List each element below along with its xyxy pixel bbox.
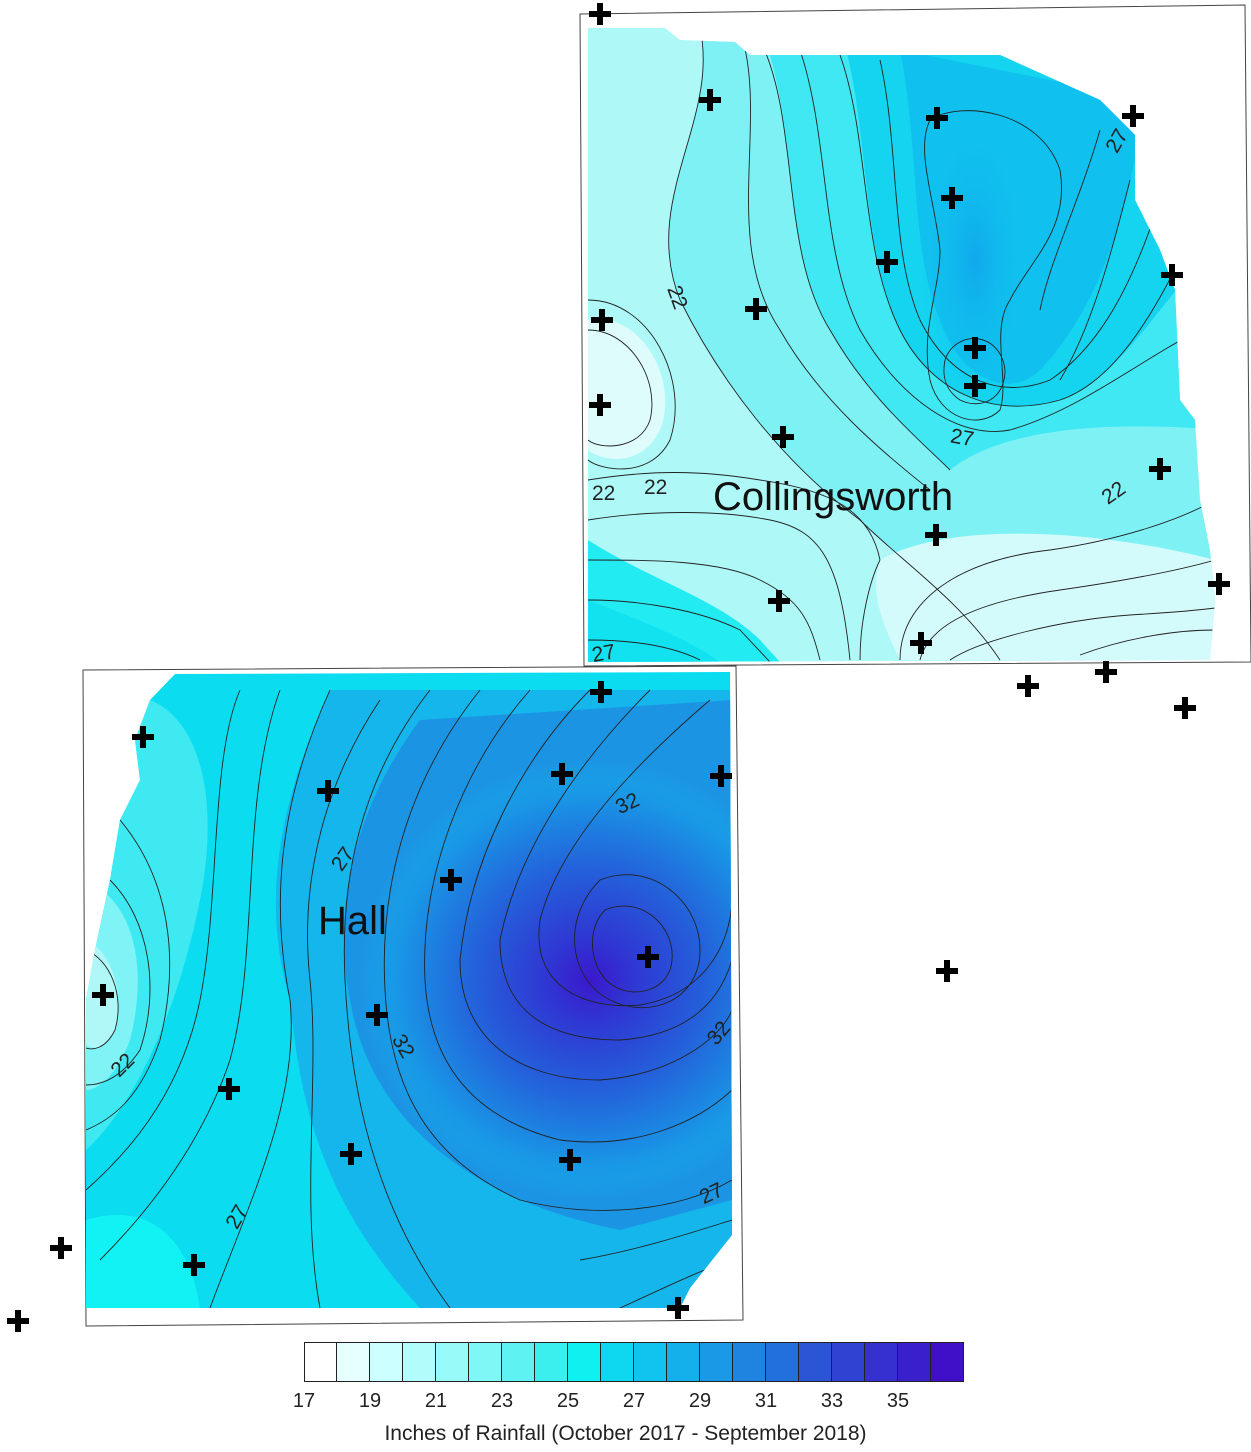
hall-contour-lines [86, 689, 732, 1308]
legend-swatch [403, 1342, 436, 1382]
legend-tick-label: 17 [292, 1390, 316, 1412]
legend-tick-label: 21 [424, 1390, 448, 1412]
plus-icon [745, 298, 767, 320]
legend-swatch [766, 1342, 799, 1382]
plus-icon [926, 107, 948, 129]
plus-icon [1017, 675, 1039, 697]
plus-icon [340, 1143, 362, 1165]
plus-icon [964, 375, 986, 397]
plus-icon [50, 1237, 72, 1259]
plus-icon [589, 3, 611, 25]
plus-icon [936, 960, 958, 982]
legend-swatch [799, 1342, 832, 1382]
plus-icon [637, 946, 659, 968]
station-markers [7, 3, 1230, 1332]
plus-icon [710, 765, 732, 787]
plus-icon [589, 394, 611, 416]
plus-icon [1161, 264, 1183, 286]
contour-label: 22 [644, 476, 667, 499]
plus-icon [551, 763, 573, 785]
plus-icon [317, 780, 339, 802]
plus-icon [183, 1254, 205, 1276]
legend-swatch [535, 1342, 568, 1382]
contour-label: 27 [949, 424, 976, 451]
legend-swatch [436, 1342, 469, 1382]
legend-swatch [469, 1342, 502, 1382]
legend-swatch [733, 1342, 766, 1382]
plus-icon [7, 1310, 29, 1332]
county-label-hall: Hall [318, 899, 387, 943]
legend-swatch [667, 1342, 700, 1382]
rainfall-contour-map: 22 22 22 22 27 27 27 22 27 32 32 32 27 2… [7, 3, 1251, 1332]
legend-swatch [832, 1342, 865, 1382]
plus-icon [1095, 661, 1117, 683]
plus-icon [876, 251, 898, 273]
legend-tick-label: 25 [556, 1390, 580, 1412]
plus-icon [92, 984, 114, 1006]
plus-icon [591, 309, 613, 331]
plus-icon [925, 524, 947, 546]
legend-tick-label: 19 [358, 1390, 382, 1412]
legend-swatch [370, 1342, 403, 1382]
legend-swatch [502, 1342, 535, 1382]
plus-icon [366, 1004, 388, 1026]
plus-icon [590, 681, 612, 703]
legend-swatch [568, 1342, 601, 1382]
plus-icon [440, 869, 462, 891]
legend-swatch [634, 1342, 667, 1382]
plus-icon [964, 337, 986, 359]
hall-rainfall-surface [86, 672, 732, 1308]
plus-icon [941, 187, 963, 209]
collingsworth-contour-lines [588, 28, 1215, 662]
plus-icon [132, 726, 154, 748]
plus-icon [1122, 105, 1144, 127]
legend-tick-label: 33 [820, 1390, 844, 1412]
plus-icon [699, 89, 721, 111]
legend-tick-label: 35 [886, 1390, 910, 1412]
legend-tick-label: 27 [622, 1390, 646, 1412]
legend-title: Inches of Rainfall (October 2017 - Septe… [384, 1422, 867, 1445]
hall-county-outline [82, 665, 744, 1327]
county-label-collingsworth: Collingsworth [713, 475, 953, 519]
plus-icon [1174, 697, 1196, 719]
legend-tick-label: 31 [754, 1390, 778, 1412]
plus-icon [667, 1297, 689, 1319]
plus-icon [772, 426, 794, 448]
plus-icon [910, 632, 932, 654]
plus-icon [1208, 573, 1230, 595]
collingsworth-county-outline [579, 4, 1251, 667]
legend-swatch [931, 1342, 964, 1382]
collingsworth-rainfall-surface [588, 28, 1215, 662]
legend-tick-label: 23 [490, 1390, 514, 1412]
legend-swatch [304, 1342, 337, 1382]
legend-swatch [601, 1342, 634, 1382]
plus-icon [1149, 458, 1171, 480]
plus-icon [768, 590, 790, 612]
legend-swatch [898, 1342, 931, 1382]
contour-label: 27 [590, 640, 617, 667]
plus-icon [559, 1149, 581, 1171]
legend-swatch [337, 1342, 370, 1382]
contour-label: 22 [592, 482, 615, 505]
legend-tick-label: 29 [688, 1390, 712, 1412]
legend-swatch [865, 1342, 898, 1382]
plus-icon [218, 1078, 240, 1100]
legend-swatch [700, 1342, 733, 1382]
